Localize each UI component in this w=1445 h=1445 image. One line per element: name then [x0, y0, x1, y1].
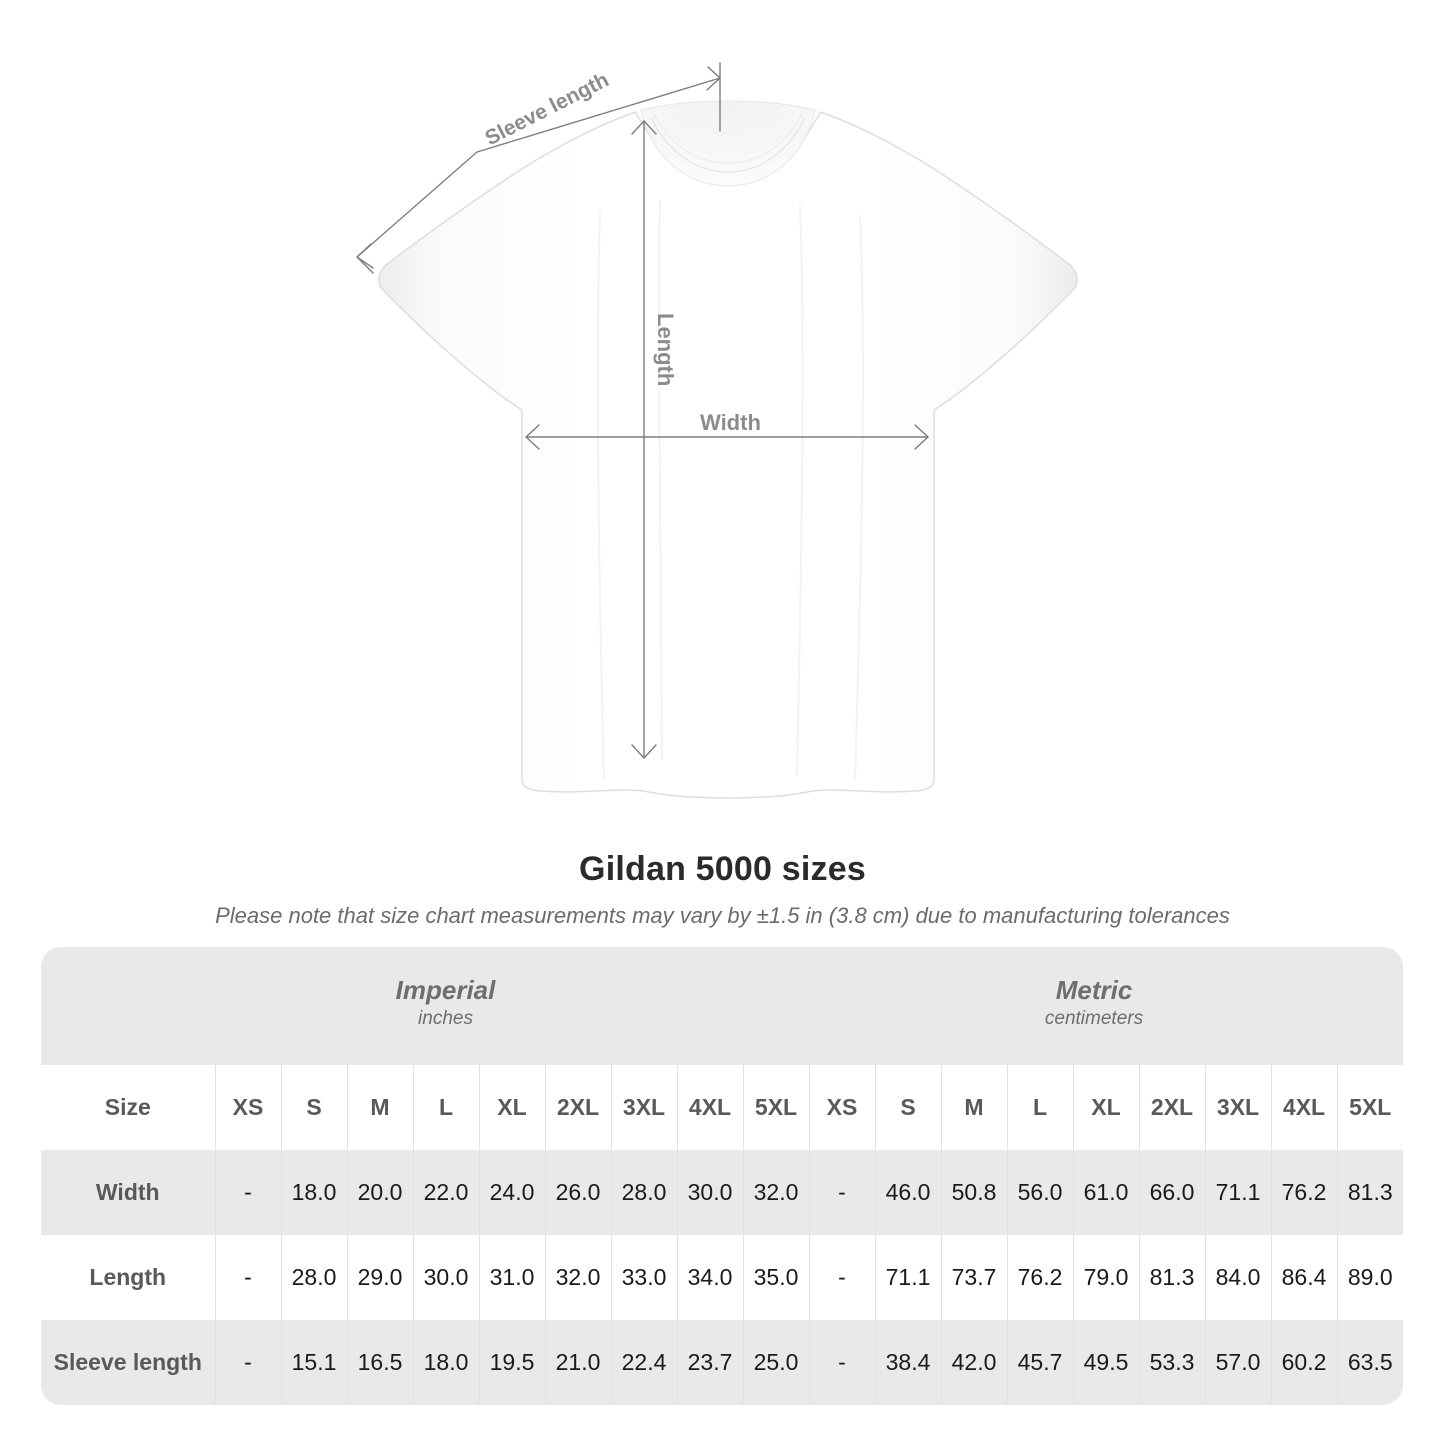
svg-text:Width: Width [700, 410, 761, 435]
svg-text:Length: Length [653, 313, 678, 386]
